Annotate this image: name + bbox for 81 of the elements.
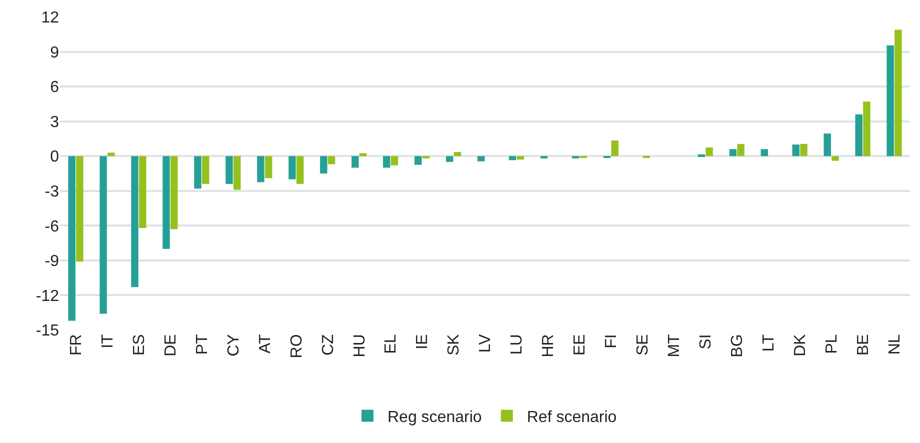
bar: [352, 156, 359, 168]
bar: [824, 134, 831, 156]
bar: [296, 156, 304, 184]
x-tick-label: SE: [634, 334, 652, 356]
bar: [508, 156, 516, 160]
bar: [288, 156, 296, 180]
bar: [139, 156, 146, 228]
bar: [320, 156, 328, 174]
bar: [477, 156, 485, 162]
y-tick-label: -3: [44, 183, 60, 200]
bar: [328, 156, 336, 164]
x-tick-label: FI: [603, 334, 620, 348]
bar: [706, 147, 713, 156]
bar: [698, 154, 706, 157]
bar: [886, 45, 894, 156]
bar: [611, 140, 618, 156]
bar: [264, 156, 272, 178]
x-tick-label: FR: [68, 334, 85, 356]
x-tick-label: CY: [225, 334, 242, 356]
bar: [855, 114, 862, 156]
x-tick-label: RO: [288, 334, 306, 358]
bar: [454, 152, 462, 156]
bar: [729, 149, 737, 156]
x-tick-label: LT: [760, 334, 778, 352]
x-tick-label: IE: [414, 334, 432, 350]
bar: [194, 156, 202, 189]
x-tick-label: HU: [351, 334, 368, 358]
y-tick-label: 0: [50, 148, 60, 166]
bar: [760, 149, 768, 156]
bar: [170, 156, 178, 230]
x-tick-label: HR: [540, 334, 558, 358]
bar: [226, 156, 233, 184]
bar: [414, 156, 422, 165]
bar: [390, 156, 398, 166]
bar: [800, 144, 808, 156]
x-tick-label: AT: [256, 334, 274, 354]
y-tick-label: 3: [50, 114, 60, 131]
y-tick-label: 6: [50, 79, 60, 96]
x-tick-label: LU: [508, 334, 526, 355]
bar: [516, 156, 524, 160]
y-tick-label: 9: [50, 44, 60, 62]
bar: [131, 156, 138, 288]
x-tick-label: PL: [824, 334, 840, 354]
x-tick-label: EL: [382, 334, 400, 354]
bar: [76, 156, 84, 262]
bar: [100, 156, 107, 314]
bar: [202, 156, 210, 184]
x-tick-label: IT: [99, 334, 116, 348]
legend-label: Ref scenario: [526, 409, 617, 426]
bar: [792, 144, 800, 156]
x-tick-label: DK: [792, 334, 810, 356]
x-tick-label: LV: [477, 334, 494, 353]
x-tick-label: PT: [194, 334, 211, 355]
x-tick-label: SK: [446, 334, 463, 356]
bar: [894, 30, 902, 156]
y-tick-label: -6: [44, 218, 60, 236]
bar: [737, 144, 744, 156]
y-tick-label: -12: [36, 288, 60, 305]
x-tick-label: BE: [854, 334, 872, 356]
bar: [257, 156, 264, 182]
y-tick-label: -9: [44, 253, 60, 270]
bar: [863, 102, 870, 156]
x-tick-label: BG: [729, 334, 746, 358]
legend-label: Reg scenario: [388, 409, 482, 426]
y-tick-label: 12: [41, 10, 60, 27]
x-tick-label: SI: [698, 334, 715, 350]
bar: [162, 156, 170, 249]
x-tick-label: EE: [572, 334, 589, 356]
x-tick-label: DE: [162, 334, 180, 356]
y-tick-label: -15: [36, 322, 60, 340]
bar: [68, 156, 76, 321]
x-tick-label: CZ: [320, 334, 337, 356]
bar: [383, 156, 390, 168]
bar: [446, 156, 454, 162]
bar: [108, 152, 115, 156]
x-tick-label: ES: [130, 334, 148, 356]
bar: [233, 156, 241, 190]
x-tick-label: NL: [886, 334, 904, 355]
bar: [832, 156, 839, 161]
bar: [359, 153, 367, 156]
x-tick-label: MT: [666, 334, 684, 358]
